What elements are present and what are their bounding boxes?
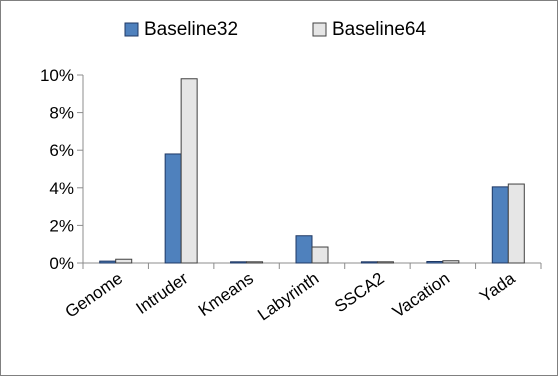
y-tick-label: 0% — [49, 254, 74, 273]
x-tick-label: Vacation — [389, 269, 453, 322]
bar-baseline64-yada — [507, 183, 525, 264]
legend-label-baseline64: Baseline64 — [332, 19, 426, 40]
bar-baseline32-labyrinth — [295, 235, 313, 264]
bars — [99, 78, 525, 264]
bar-baseline32-yada — [491, 186, 509, 264]
bar-baseline64-kmeans — [246, 261, 264, 264]
y-tick-label: 10% — [40, 66, 74, 85]
bar-baseline64-vacation — [442, 260, 460, 264]
x-tick-label: Intruder — [133, 269, 192, 318]
y-tick-label: 8% — [49, 104, 74, 123]
bar-baseline64-labyrinth — [311, 246, 329, 264]
legend-label-baseline32: Baseline32 — [144, 19, 238, 40]
x-tick-label: Kmeans — [195, 269, 257, 320]
x-tick-label: SSCA2 — [331, 269, 388, 317]
x-tick-label: Genome — [62, 269, 126, 322]
bar-baseline32-kmeans — [230, 261, 248, 264]
bar-baseline64-intruder — [180, 78, 198, 264]
y-axis: 0% 2% 4% 6% 8% 10% — [40, 66, 84, 273]
bar-baseline32-ssca2 — [360, 261, 378, 264]
bar-baseline32-vacation — [426, 260, 444, 264]
bar-baseline64-ssca2 — [376, 261, 394, 264]
y-tick-label: 6% — [49, 141, 74, 160]
bar-baseline32-intruder — [164, 153, 182, 264]
legend-swatch-baseline32 — [124, 22, 139, 37]
x-tick-label: Labyrinth — [254, 269, 322, 325]
legend: Baseline32 Baseline64 — [124, 19, 426, 40]
bar-baseline32-genome — [99, 260, 117, 264]
x-tick-label: Yada — [476, 268, 519, 306]
legend-swatch-baseline64 — [312, 22, 327, 37]
bar-baseline64-genome — [115, 258, 133, 264]
y-tick-label: 2% — [49, 216, 74, 235]
y-tick-label: 4% — [49, 179, 74, 198]
